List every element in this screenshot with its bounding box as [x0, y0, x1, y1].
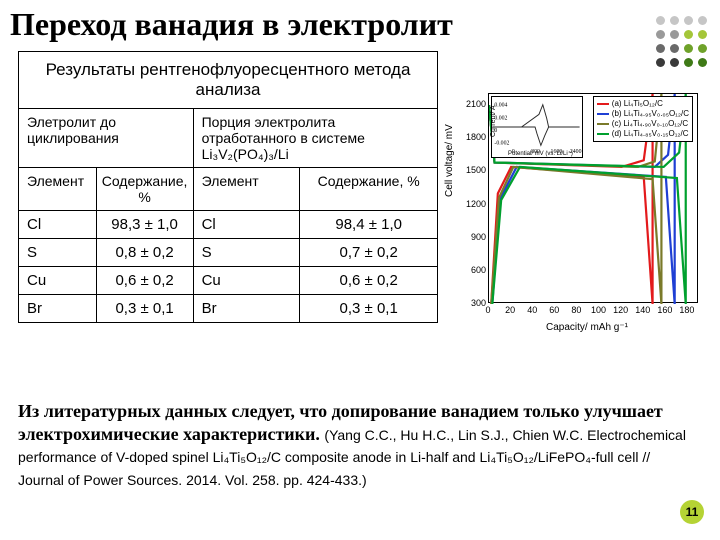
- inset-chart: Current/ A 0.0040.0020-0.002080016002400…: [491, 96, 583, 158]
- plot-area: (a) Li₄Ti₅O₁₂/C(b) Li₄Ti₄.₉₅V₀.₀₅O₁₂/C(c…: [488, 93, 698, 303]
- x-axis-label: Capacity/ mAh g⁻¹: [546, 322, 628, 333]
- table-caption: Результаты рентгенофлуоресцентного метод…: [19, 52, 438, 109]
- col2-header: Порция электролита отработанного в систе…: [193, 109, 437, 168]
- chart-legend: (a) Li₄Ti₅O₁₂/C(b) Li₄Ti₄.₉₅V₀.₀₅O₁₂/C(c…: [593, 96, 693, 142]
- table-row: Br: [19, 295, 97, 323]
- inset-ylabel: Current/ A: [490, 105, 497, 137]
- footer-text: Из литературных данных следует, что допи…: [18, 400, 696, 490]
- main-chart: (a) Li₄Ti₅O₁₂/C(b) Li₄Ti₄.₉₅V₀.₀₅O₁₂/C(c…: [446, 81, 706, 329]
- slide-title: Переход ванадия в электролит: [0, 0, 720, 43]
- y-axis-label: Cell voltage/ mV: [444, 124, 455, 197]
- svg-text:-0.002: -0.002: [494, 140, 509, 146]
- sub-pct-2: Содержание, %: [300, 168, 438, 211]
- chart-wrap: (a) Li₄Ti₅O₁₂/C(b) Li₄Ti₄.₉₅V₀.₀₅O₁₂/C(c…: [446, 51, 711, 329]
- sub-element-2: Элемент: [193, 168, 300, 211]
- inset-xlabel: Potential/ mV (vs. Li/Li⁺): [508, 150, 573, 157]
- main-row: Результаты рентгенофлуоресцентного метод…: [0, 43, 720, 329]
- col1-header: Элетролит до циклирования: [19, 109, 194, 168]
- sub-element-1: Элемент: [19, 168, 97, 211]
- sub-pct-1: Содержание, %: [96, 168, 193, 211]
- table-row: S: [19, 239, 97, 267]
- xrf-table: Результаты рентгенофлуоресцентного метод…: [18, 51, 438, 329]
- inset-svg: 0.0040.0020-0.002080016002400: [492, 97, 582, 157]
- page-number: 11: [680, 500, 704, 524]
- table-row: Cl: [19, 211, 97, 239]
- table-row: Cu: [19, 267, 97, 295]
